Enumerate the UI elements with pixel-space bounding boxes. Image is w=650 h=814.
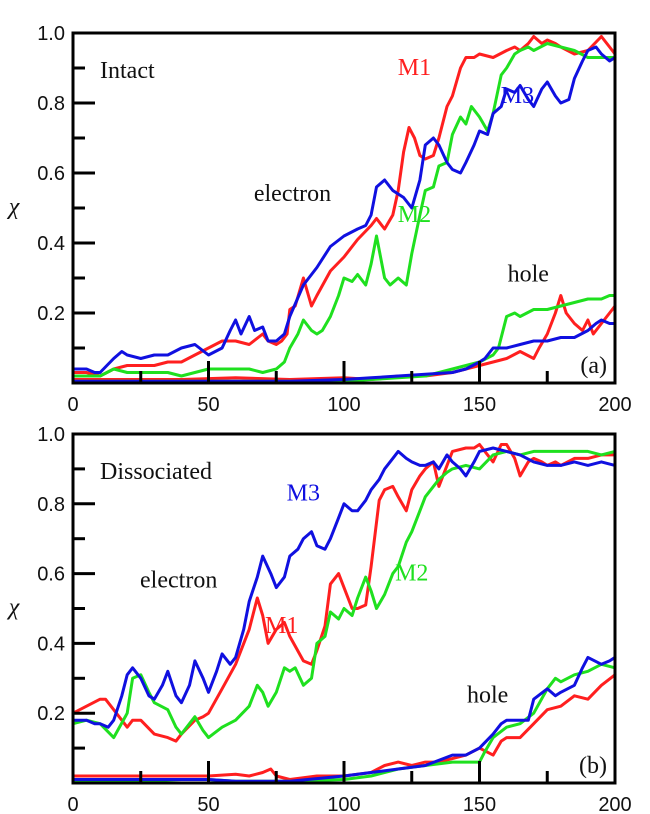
series-line-m1-hole [71, 294, 617, 381]
y-tick-label: 0.8 [37, 93, 65, 115]
x-tick-label: 200 [598, 394, 631, 416]
tick-labels: 0.2 0.4 0.6 0.8 1.0 0 50 100 150 200 χ [7, 23, 632, 416]
annotation-m2: M2 [398, 202, 431, 228]
x-tick-label: 200 [598, 794, 631, 814]
x-tick-label: 150 [463, 394, 496, 416]
x-tick-label: 150 [463, 794, 496, 814]
panel-intact: 0.2 0.4 0.6 0.8 1.0 0 50 100 150 200 χ Intact (a) el… [7, 23, 632, 416]
panel-dissociated: 0.2 0.4 0.6 0.8 1.0 0 50 100 150 200 χ Dissociated… [7, 424, 632, 814]
series-line-m3-electron [71, 45, 617, 374]
y-tick-label: 0.2 [37, 303, 65, 325]
annotation-m3: M3 [501, 83, 534, 109]
y-tick-label: 0.2 [37, 703, 65, 725]
series-line-m2-electron [71, 449, 617, 740]
annotations: Dissociated (b) electron hole M1 M2 M3 [100, 459, 607, 779]
y-tick-label: 0.4 [37, 633, 65, 655]
panel-title: Intact [100, 58, 155, 84]
x-tick-label: 100 [327, 394, 360, 416]
series-lines [71, 443, 617, 783]
annotation-electron: electron [254, 181, 331, 207]
series-line-m1-electron [71, 35, 617, 378]
x-tick-label: 0 [67, 394, 78, 416]
annotation-m2: M2 [395, 561, 428, 587]
annotation-m3: M3 [287, 480, 320, 506]
annotations: Intact (a) electron hole M1 M2 M3 [100, 55, 607, 379]
y-tick-label: 0.6 [37, 564, 65, 586]
axes [71, 432, 617, 785]
annotation-hole: hole [467, 683, 508, 709]
annotation-electron: electron [140, 568, 217, 594]
y-axis-label: χ [7, 194, 21, 220]
x-tick-label: 0 [67, 794, 78, 814]
series-line-m3-hole [71, 655, 617, 783]
panel-title: Dissociated [100, 459, 212, 485]
tick-labels: 0.2 0.4 0.6 0.8 1.0 0 50 100 150 200 χ [7, 424, 632, 814]
annotation-hole: hole [508, 262, 549, 288]
panel-label: (b) [579, 753, 607, 779]
y-tick-label: 1.0 [37, 424, 65, 446]
x-tick-label: 50 [197, 794, 219, 814]
annotation-m1: M1 [265, 613, 298, 639]
series-line-m1-hole [71, 673, 617, 781]
axes [71, 31, 617, 385]
x-tick-label: 50 [197, 394, 219, 416]
y-tick-label: 1.0 [37, 23, 65, 45]
y-tick-label: 0.6 [37, 163, 65, 185]
series-line-m3-hole [71, 318, 617, 383]
series-line-m3-electron [71, 446, 617, 729]
y-tick-label: 0.8 [37, 494, 65, 516]
x-tick-label: 100 [327, 794, 360, 814]
y-axis-label: χ [7, 595, 21, 621]
panel-label: (a) [580, 353, 607, 379]
annotation-m1: M1 [398, 55, 431, 81]
y-tick-label: 0.4 [37, 233, 65, 255]
